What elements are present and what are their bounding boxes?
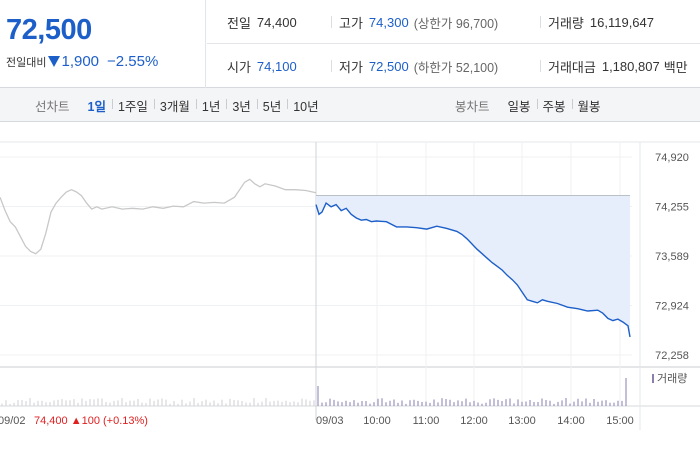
up-arrow-icon: ▲ xyxy=(71,415,82,427)
x-tick-label: 10:00 xyxy=(363,415,391,427)
trade-value-label: 거래대금 xyxy=(548,59,596,75)
change-value: 1,900 xyxy=(61,53,100,70)
prev-close-label: 전일 xyxy=(227,15,251,31)
x-tick-label: 14:00 xyxy=(557,415,585,427)
price-chart-svg: 74,920 74,255 73,589 72,924 72,258 거래량 09/02 09… xyxy=(0,141,700,430)
quote-stats: 전일 74,400 고가 74,300 (상한가 96,700) 거래량 16,… xyxy=(207,0,700,88)
tab-3month[interactable]: 3개월 xyxy=(153,96,196,115)
chart-period-tabs: 선차트 1일 1주일 3개월 1년 3년 5년 10년 봉차트 일봉 주봉 월봉 xyxy=(0,88,700,122)
tab-10year[interactable]: 10년 xyxy=(287,96,324,115)
volume-legend-swatch xyxy=(652,374,654,383)
candle-chart-tabs: 봉차트 일봉 주봉 월봉 xyxy=(455,88,607,122)
x-tick-label: 12:00 xyxy=(460,415,488,427)
upper-limit: (상한가 96,700) xyxy=(413,16,499,31)
prev-day-series-line xyxy=(0,178,317,255)
down-arrow-icon xyxy=(48,56,61,67)
price-summary: 72,500 전일대비 1,900 −2.55% xyxy=(0,0,206,88)
tab-5year[interactable]: 5년 xyxy=(256,96,287,115)
y-tick-label: 72,258 xyxy=(655,350,689,362)
low-price: 저가 72,500 (하한가 52,100) xyxy=(330,44,499,88)
y-tick-label: 74,920 xyxy=(655,152,689,164)
prev-close: 전일 74,400 xyxy=(227,0,297,44)
tab-1day[interactable]: 1일 xyxy=(87,99,106,114)
volume-value: 16,119,647 xyxy=(589,14,654,30)
candle-chart-label: 봉차트 xyxy=(455,99,490,114)
open-value: 74,100 xyxy=(256,58,297,74)
low-value: 72,500 xyxy=(368,58,409,74)
line-chart-label: 선차트 xyxy=(35,99,70,114)
prev-day-change: 100 xyxy=(82,415,103,427)
open-price: 시가 74,100 xyxy=(227,44,297,88)
tab-daily[interactable]: 일봉 xyxy=(507,99,531,114)
tab-3year[interactable]: 3년 xyxy=(226,96,256,115)
prev-close-value: 74,400 xyxy=(256,14,297,30)
tab-1week[interactable]: 1주일 xyxy=(111,96,154,115)
high-value: 74,300 xyxy=(368,14,409,30)
today-series-line xyxy=(315,202,631,338)
tab-monthly[interactable]: 월봉 xyxy=(571,96,607,115)
stats-row: 전일 74,400 고가 74,300 (상한가 96,700) 거래량 16,… xyxy=(207,0,700,44)
high-price: 고가 74,300 (상한가 96,700) xyxy=(330,0,499,44)
tab-weekly[interactable]: 주봉 xyxy=(536,96,572,115)
tab-1year[interactable]: 1년 xyxy=(195,96,226,115)
current-price: 72,500 xyxy=(6,14,92,46)
open-label: 시가 xyxy=(227,59,251,75)
x-tick-label: 15:00 xyxy=(606,415,634,427)
low-label: 저가 xyxy=(339,59,363,75)
line-chart-tabs: 선차트 1일 1주일 3개월 1년 3년 5년 10년 xyxy=(35,88,325,122)
x-tick-label: 13:00 xyxy=(508,415,536,427)
prev-day-close: 74,400 xyxy=(34,415,71,427)
trade-value: 거래대금 1,180,807 백만 xyxy=(540,44,688,88)
x-tick-label: 09/02 xyxy=(0,415,26,427)
stats-row: 시가 74,100 저가 72,500 (하한가 52,100) 거래대금 1,… xyxy=(207,44,700,88)
change-label: 전일대비 xyxy=(6,56,47,69)
trade-value-unit: 백만 xyxy=(663,59,688,75)
quote-header: 72,500 전일대비 1,900 −2.55% 전일 74,400 고가 74… xyxy=(0,0,700,88)
y-tick-label: 73,589 xyxy=(655,251,689,263)
price-change: 전일대비 1,900 −2.55% xyxy=(6,53,158,70)
below-prev-close-fill xyxy=(316,195,630,337)
high-label: 고가 xyxy=(339,15,363,31)
change-percent: −2.55% xyxy=(107,53,159,70)
intraday-chart[interactable]: 74,920 74,255 73,589 72,924 72,258 거래량 09/02 09… xyxy=(0,140,700,430)
trade-value-amount: 1,180,807 xyxy=(601,58,660,74)
x-tick-label: 09/03 xyxy=(316,415,344,427)
y-tick-label: 72,924 xyxy=(655,300,689,312)
volume-label: 거래량 xyxy=(548,15,584,31)
x-tick-label: 11:00 xyxy=(413,415,440,427)
lower-limit: (하한가 52,100) xyxy=(413,60,499,75)
volume: 거래량 16,119,647 xyxy=(540,0,654,44)
prev-day-summary: 74,400 ▲100 (+0.13%) xyxy=(34,415,148,427)
y-tick-label: 74,255 xyxy=(655,201,689,213)
volume-legend-label: 거래량 xyxy=(657,372,687,385)
prev-day-change-pct: (+0.13%) xyxy=(103,415,148,427)
